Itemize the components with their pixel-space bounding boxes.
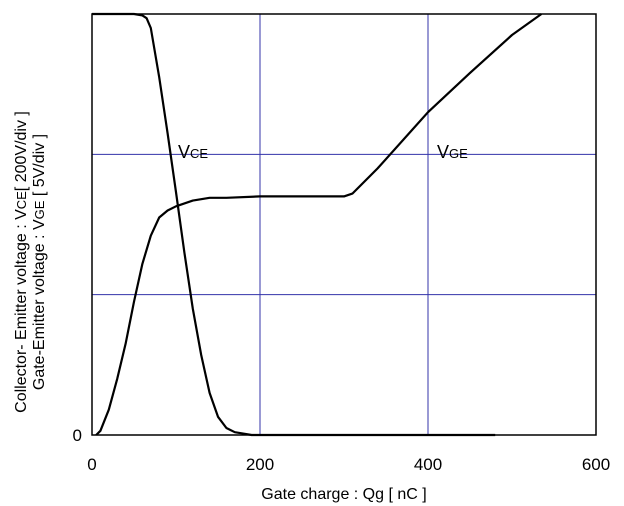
grid-lines bbox=[92, 13, 596, 435]
x-tick-label: 400 bbox=[414, 455, 442, 474]
vce-curve-label: VCE bbox=[178, 142, 208, 162]
plot-frame bbox=[91, 13, 597, 436]
x-tick-label: 0 bbox=[87, 455, 96, 474]
vge-series-line bbox=[95, 13, 543, 436]
x-tick-label: 200 bbox=[246, 455, 274, 474]
y-axis-label-line2: Gate-Emitter voltage : VGE [ 5V/div ] bbox=[31, 134, 48, 390]
vge-curve-label: VGE bbox=[437, 142, 468, 162]
y-axis-label: Collector- Emitter voltage : VCE[ 200V/d… bbox=[13, 111, 48, 413]
vce-series-line bbox=[92, 12, 496, 437]
x-tick-labels: 0 200 400 600 bbox=[87, 455, 610, 474]
y-tick-label-zero: 0 bbox=[73, 426, 82, 445]
x-axis-label: Gate charge : Qg [ nC ] bbox=[261, 486, 426, 503]
x-tick-label: 600 bbox=[582, 455, 610, 474]
y-axis-label-line1: Collector- Emitter voltage : VCE[ 200V/d… bbox=[13, 111, 30, 413]
series-layer bbox=[92, 12, 543, 437]
